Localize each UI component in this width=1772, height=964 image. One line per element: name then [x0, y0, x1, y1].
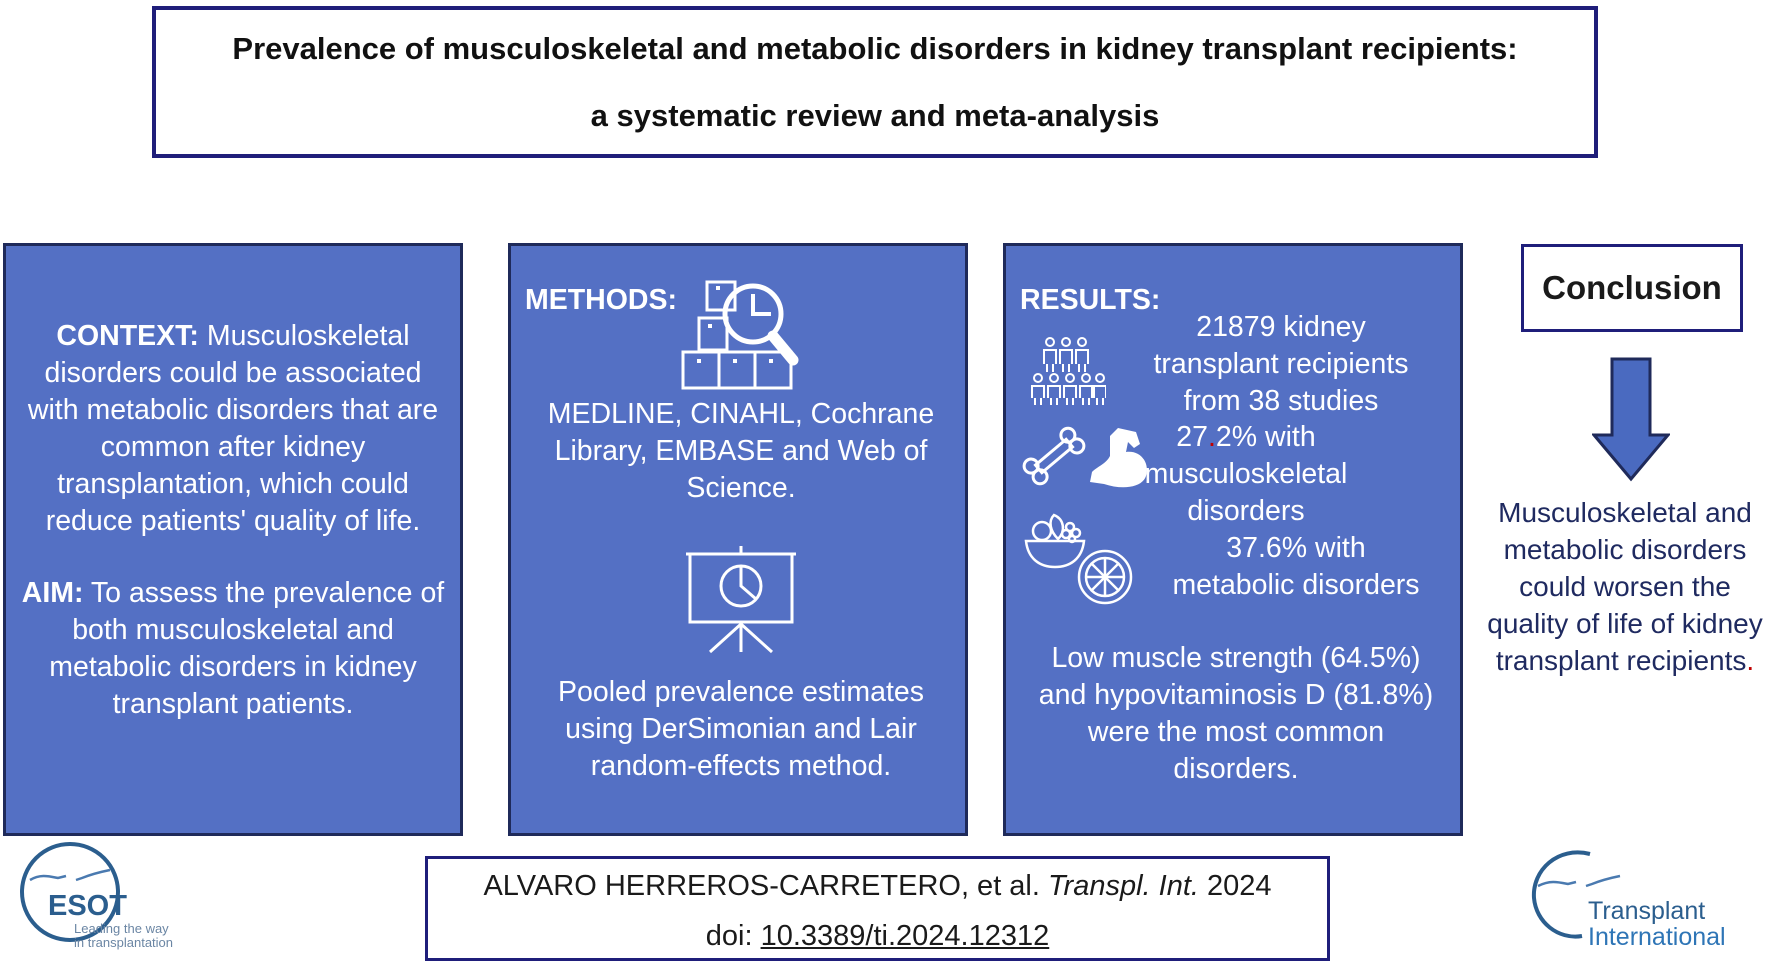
- databases-line-1: MEDLINE, CINAHL, Cochrane: [547, 398, 935, 430]
- conclusion-heading-box: Conclusion: [1521, 244, 1743, 332]
- title-line-1: Prevalence of musculoskeletal and metabo…: [232, 31, 1518, 66]
- ti-globe-icon: [1531, 850, 1621, 939]
- results-msk: 27.2% with musculoskeletal disorders: [1126, 419, 1366, 530]
- metabolic-line-1: 37.6% with: [1226, 532, 1366, 564]
- transplant-international-logo: Transplant International: [1528, 846, 1768, 958]
- people-group-icon: [1031, 337, 1106, 405]
- common-line-4: disorders.: [1173, 753, 1299, 785]
- conclusion-text: Musculoskeletal and metabolic disorders …: [1478, 494, 1772, 679]
- title-line-2: a systematic review and meta-analysis: [590, 98, 1160, 133]
- results-heading: RESULTS:: [1020, 284, 1161, 316]
- esot-name: ESOT: [48, 890, 127, 922]
- common-line-2: and hypovitaminosis D (81.8%): [1038, 679, 1434, 711]
- msk-line-2: musculoskeletal: [1144, 458, 1348, 490]
- context-paragraph: CONTEXT: Musculoskeletal disorders could…: [20, 318, 446, 540]
- msk-line-1: 27.2% with: [1126, 419, 1366, 456]
- muscle-arm-icon: [1090, 428, 1147, 488]
- msk-pct-dot: .: [1207, 421, 1216, 453]
- analysis-line-2: using DerSimonian and Lair: [565, 713, 917, 745]
- aim-heading: AIM:: [21, 577, 84, 609]
- citation-year: 2024: [1207, 870, 1272, 902]
- citation-authors: ALVARO HERREROS-CARRETERO, et al.: [483, 870, 1040, 902]
- ti-name-line-1: Transplant: [1588, 897, 1706, 925]
- esot-logo: ESOT Leading the way in transplantation: [18, 840, 188, 960]
- common-line-3: were the most common: [1087, 716, 1385, 748]
- population-line-2: transplant recipients: [1153, 348, 1409, 380]
- aim-text: To assess the prevalence of both musculo…: [49, 577, 445, 720]
- context-panel: CONTEXT: Musculoskeletal disorders could…: [3, 243, 463, 836]
- ti-name-line-2: International: [1588, 923, 1726, 951]
- doi-link[interactable]: 10.3389/ti.2024.12312: [760, 920, 1050, 952]
- presentation-chart-icon: [686, 546, 796, 654]
- methods-panel: METHODS: MEDLINE, CINAHL, Cochrane Libra…: [508, 243, 968, 836]
- analysis-line-1: Pooled prevalence estimates: [558, 676, 924, 708]
- msk-pct-int: 27: [1176, 421, 1208, 453]
- citation-journal: Transpl. Int.: [1048, 870, 1199, 902]
- methods-databases: MEDLINE, CINAHL, Cochrane Library, EMBAS…: [511, 396, 971, 507]
- title-box: Prevalence of musculoskeletal and metabo…: [152, 6, 1598, 158]
- fruit-bowl-icon: [1024, 513, 1086, 569]
- bone-icon: [1022, 426, 1086, 486]
- citrus-slice-icon: [1077, 549, 1133, 605]
- conclusion-heading: Conclusion: [1542, 269, 1722, 306]
- doi-label: doi:: [705, 920, 753, 952]
- conclusion-text-main: Musculoskeletal and metabolic disorders …: [1487, 497, 1763, 676]
- citation-line-1: ALVARO HERREROS-CARRETERO, et al. Transp…: [428, 861, 1327, 911]
- arrow-down-icon: [1592, 357, 1670, 482]
- boxes-magnifier-icon: [681, 280, 799, 390]
- citation-line-2: doi: 10.3389/ti.2024.12312: [428, 911, 1327, 961]
- conclusion-text-end: .: [1746, 645, 1755, 676]
- context-heading: CONTEXT:: [56, 320, 199, 352]
- metabolic-line-2: metabolic disorders: [1172, 569, 1420, 601]
- population-line-1: 21879 kidney: [1196, 311, 1366, 343]
- methods-heading: METHODS:: [525, 284, 677, 316]
- databases-line-2: Library, EMBASE and Web of: [554, 435, 928, 467]
- analysis-line-3: random-effects method.: [590, 750, 892, 782]
- databases-line-3: Science.: [686, 472, 796, 504]
- results-common: Low muscle strength (64.5%) and hypovita…: [1006, 640, 1466, 788]
- esot-tagline: Leading the way in transplantation: [74, 922, 173, 950]
- results-population: 21879 kidney transplant recipients from …: [1116, 309, 1446, 420]
- context-text: Musculoskeletal disorders could be assoc…: [27, 320, 439, 537]
- results-metabolic: 37.6% with metabolic disorders: [1146, 530, 1446, 604]
- msk-pct-rest: 2% with: [1215, 421, 1316, 453]
- aim-paragraph: AIM: To assess the prevalence of both mu…: [20, 575, 446, 723]
- esot-globe-icon: [20, 842, 120, 942]
- methods-analysis: Pooled prevalence estimates using DerSim…: [511, 674, 971, 785]
- common-line-1: Low muscle strength (64.5%): [1051, 642, 1421, 674]
- citation-box: ALVARO HERREROS-CARRETERO, et al. Transp…: [425, 856, 1330, 961]
- esot-tagline-1: Leading the way: [74, 921, 169, 936]
- results-panel: RESULTS: 21879 kidney transplant recipie…: [1003, 243, 1463, 836]
- population-line-3: from 38 studies: [1183, 385, 1379, 417]
- msk-line-3: disorders: [1187, 495, 1305, 527]
- esot-tagline-2: in transplantation: [74, 935, 174, 950]
